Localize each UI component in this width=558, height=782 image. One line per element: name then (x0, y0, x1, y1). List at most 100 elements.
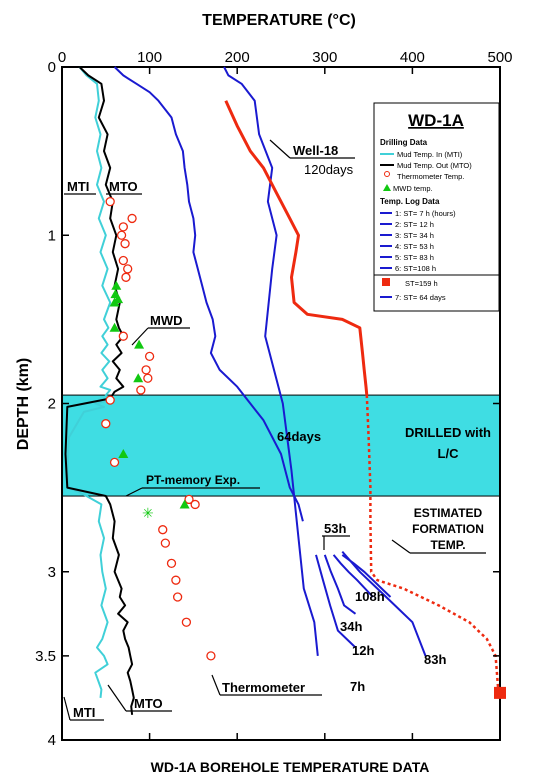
annotation-thermometer-leader (211, 674, 221, 696)
x-tick-label: 200 (225, 49, 250, 66)
legend-log2: 2: ST= 12 h (395, 220, 434, 229)
x-tick-label: 0 (58, 49, 66, 66)
series-estimated (365, 395, 500, 690)
annotation-mti-bottom: MTI (73, 705, 95, 720)
legend-log4: 4: ST= 53 h (395, 242, 434, 251)
annotation-7h: 7h (350, 679, 365, 694)
legend-log7: 7: ST= 64 days (395, 293, 446, 302)
annotation-well18: Well-18 (293, 143, 338, 158)
y-tick-label: 0 (48, 59, 56, 76)
annotation-estimated-1: ESTIMATED (414, 506, 483, 520)
legend-section-drilling: Drilling Data (380, 138, 428, 147)
mwd-point (109, 322, 120, 332)
legend-log3: 3: ST= 34 h (395, 231, 434, 240)
mwd-point (134, 339, 145, 349)
x-tick-label: 500 (487, 49, 512, 66)
thermometer-point (123, 264, 133, 274)
thermometer-point (172, 592, 183, 602)
marker-layer: ✳ (101, 196, 506, 699)
annotation-34h: 34h (340, 619, 362, 634)
annotation-53h: 53h (324, 521, 346, 536)
legend-log6: 6: ST=108 h (395, 264, 436, 273)
thermometer-point (116, 230, 127, 240)
thermometer-point (127, 213, 137, 224)
legend-mti: Mud Temp. In (MTI) (397, 150, 463, 159)
thermometer-point (118, 255, 128, 266)
y-tick-label: 1 (48, 227, 56, 244)
annotation-108h: 108h (355, 589, 385, 604)
legend-mwd-swatch (383, 184, 391, 191)
series-layer (64, 66, 500, 715)
x-tick-label: 300 (312, 49, 337, 66)
thermometer-point (181, 617, 192, 627)
annotation-mto-bottom-leader (107, 684, 127, 712)
thermometer-point (120, 239, 130, 249)
series-short-log-2 (315, 554, 357, 649)
annotation-well18-leader (269, 139, 291, 159)
legend: WD-1A Drilling Data Mud Temp. In (MTI) M… (373, 102, 500, 276)
legend-log1: 1: ST= 7 h (hours) (395, 209, 456, 218)
annotation-64days: 64days (277, 429, 321, 444)
annotation-estimated-3: TEMP. (430, 538, 465, 552)
annotation-12h: 12h (352, 643, 374, 658)
legend-thermometer-swatch (384, 171, 390, 177)
annotation-estimated-leader (391, 539, 411, 554)
thermometer-point (121, 272, 131, 282)
series-short-log-6 (341, 554, 392, 598)
thermometer-point (206, 651, 216, 661)
legend-mwd: MWD temp. (393, 184, 433, 193)
legend-log5: 5: ST= 83 h (395, 253, 434, 262)
series-mto (64, 66, 135, 715)
thermometer-point (171, 575, 181, 585)
st159-point (494, 686, 506, 699)
annotation-mto-bottom: MTO (134, 696, 163, 711)
thermometer-point (101, 419, 111, 429)
y-tick-label: 3 (48, 564, 56, 581)
thermometer-point (105, 395, 115, 405)
series-log7 (113, 66, 304, 522)
series-short-log-4 (332, 554, 374, 598)
mwd-point (111, 280, 122, 290)
y-axis-title: DEPTH (km) (15, 358, 32, 450)
annotation-pt-memory-leader (125, 487, 143, 497)
thermometer-point (160, 538, 171, 548)
thermometer-point (136, 385, 146, 395)
legend-mto: Mud Temp. Out (MTO) (397, 161, 472, 170)
legend-thermometer: Thermometer Temp. (397, 172, 464, 181)
annotations: MTI MTO MWD Well-18 120days 64days PT-me… (63, 139, 486, 721)
legend-st159-swatch (382, 278, 390, 286)
thermometer-point (144, 351, 155, 362)
thermometer-point (190, 499, 200, 510)
y-tick-label: 3.5 (35, 648, 56, 665)
chart-title: WD-1A BOREHOLE TEMPERATURE DATA (151, 759, 430, 775)
thermometer-point (105, 196, 115, 207)
series-well18 (224, 100, 369, 396)
annotation-thermometer: Thermometer (222, 680, 305, 695)
y-tick-label: 4 (48, 732, 56, 749)
tick-layer: 0 100 200 300 400 500 0 1 2 3 3.5 4 (35, 49, 512, 749)
mwd-point (133, 373, 144, 383)
band-label-line1: DRILLED with (405, 425, 491, 440)
thermometer-point (184, 494, 194, 505)
annotation-well18-days: 120days (304, 162, 354, 177)
thermometer-point (166, 558, 177, 568)
thermometer-point (118, 331, 128, 341)
x-tick-label: 100 (137, 49, 162, 66)
x-axis-title: TEMPERATURE (°C) (202, 12, 356, 29)
thermometer-point (118, 222, 128, 232)
annotation-mti-top: MTI (67, 179, 89, 194)
annotation-estimated-2: FORMATION (412, 522, 484, 536)
legend-title: WD-1A (408, 111, 464, 130)
annotation-mwd: MWD (150, 313, 183, 328)
drilled-lc-band (61, 394, 501, 497)
x-tick-label: 400 (400, 49, 425, 66)
legend-continued: ST=159 h 7: ST= 64 days (373, 274, 500, 312)
legend-st159: ST=159 h (405, 279, 438, 288)
series-short-log-5 (341, 550, 427, 657)
series-mti (66, 66, 113, 699)
annotation-mwd-leader (131, 327, 149, 346)
thermometer-point (143, 373, 153, 383)
mwd-point (179, 499, 190, 509)
y-tick-label: 2 (48, 396, 56, 413)
